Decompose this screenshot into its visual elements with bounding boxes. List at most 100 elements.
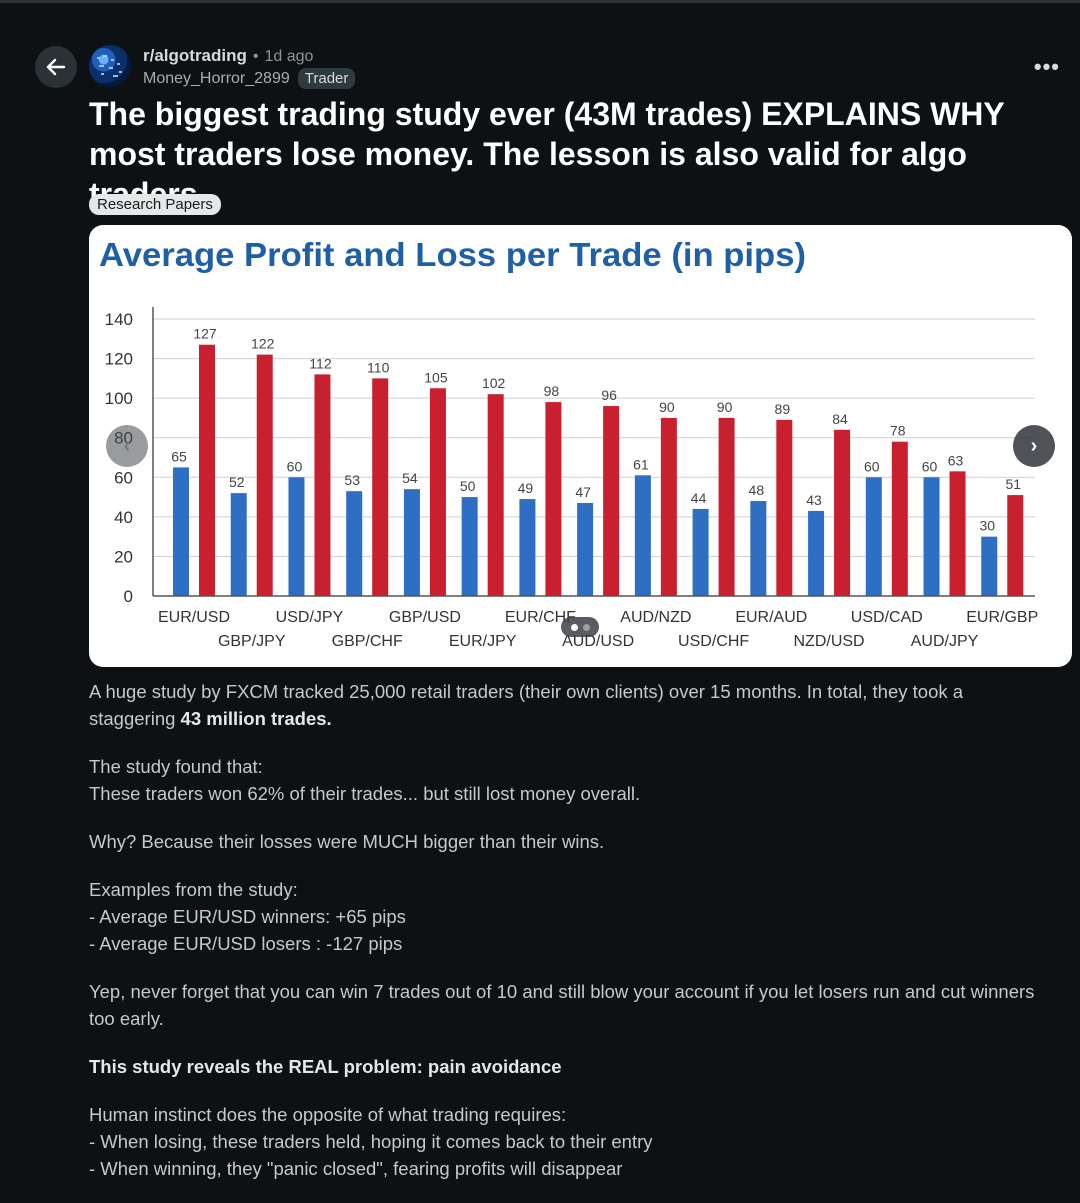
carousel-prev-button[interactable]: ‹ [106, 425, 148, 467]
carousel-page-indicator[interactable] [561, 617, 599, 637]
x-tick-label: EUR/JPY [449, 633, 517, 650]
bar-label-losses: 51 [1005, 476, 1021, 492]
body-paragraph: Examples from the study: - Average EUR/US… [89, 876, 1049, 957]
bar-label-losses: 112 [309, 355, 332, 371]
x-tick-label: AUD/JPY [911, 633, 979, 650]
bar-label-losses: 90 [659, 399, 675, 415]
more-options-icon[interactable]: ••• [1033, 54, 1060, 79]
bar-label-wins: 44 [691, 490, 707, 506]
bar-losses [256, 354, 273, 596]
bar-label-losses: 105 [424, 369, 448, 385]
bar-label-losses: 84 [832, 411, 848, 427]
x-tick-label: EUR/USD [158, 609, 230, 626]
bar-wins [808, 510, 825, 596]
bar-wins [519, 499, 536, 596]
top-border [0, 0, 1080, 3]
post-body: A huge study by FXCM tracked 25,000 reta… [89, 678, 1049, 1203]
chevron-left-icon: ‹ [123, 434, 131, 457]
post-time: 1d ago [264, 48, 314, 65]
bar-losses [718, 417, 735, 596]
bar-losses [834, 429, 851, 596]
bar-label-wins: 47 [575, 484, 591, 500]
x-tick-label: EUR/CHF [505, 609, 576, 626]
x-tick-label: GBP/JPY [218, 633, 286, 650]
bar-label-losses: 63 [948, 452, 964, 468]
body-text: The study found that: [89, 756, 263, 777]
page-dot [582, 623, 590, 631]
bar-wins [981, 536, 998, 596]
post-title: The biggest trading study ever (43M trad… [89, 96, 1005, 212]
x-tick-label: USD/CHF [678, 633, 749, 650]
post-meta: r/algotrading • 1d ago [143, 46, 313, 66]
x-tick-label: EUR/AUD [735, 609, 807, 626]
bar-label-losses: 110 [367, 359, 390, 375]
body-text: - Average EUR/USD winners: +65 pips [89, 906, 406, 927]
y-tick-label: 60 [114, 468, 133, 487]
post-flair[interactable]: Research Papers [89, 194, 221, 215]
body-text: Why? Because their losses were MUCH bigg… [89, 831, 605, 852]
bar-wins [288, 477, 305, 596]
back-button[interactable] [35, 46, 77, 88]
body-paragraph: Yep, never forget that you can win 7 tra… [89, 978, 1049, 1032]
bar-label-wins: 53 [344, 472, 360, 488]
bar-wins [750, 501, 767, 596]
subreddit-avatar[interactable] [89, 45, 131, 87]
body-text: These traders won 62% of their trades...… [89, 783, 641, 804]
bar-wins [230, 493, 247, 596]
x-tick-label: AUD/USD [562, 633, 634, 650]
author-name[interactable]: Money_Horror_2899 [143, 69, 290, 87]
bar-label-wins: 43 [806, 492, 822, 508]
carousel-next-button[interactable]: › [1013, 425, 1055, 467]
bar-losses [1007, 495, 1024, 596]
bar-label-wins: 48 [749, 482, 765, 498]
bar-label-wins: 54 [402, 470, 418, 486]
y-tick-label: 0 [124, 587, 133, 606]
body-text: Human instinct does the opposite of what… [89, 1104, 567, 1125]
bar-label-losses: 78 [890, 423, 906, 439]
bar-wins [692, 508, 709, 596]
body-text: Yep, never forget that you can win 7 tra… [89, 981, 1035, 1029]
bar-label-wins: 30 [979, 518, 995, 534]
y-tick-label: 140 [105, 310, 133, 329]
bar-losses [891, 441, 908, 596]
bar-losses [199, 344, 215, 596]
bar-wins [577, 503, 594, 596]
x-tick-label: USD/JPY [276, 609, 344, 626]
bar-losses [949, 471, 966, 596]
body-text: - Average EUR/USD losers : -127 pips [89, 933, 403, 954]
bar-label-losses: 96 [601, 387, 617, 403]
author-line: Money_Horror_2899 Trader [143, 68, 356, 89]
subreddit-name[interactable]: r/algotrading [143, 46, 247, 65]
bar-wins [461, 497, 478, 596]
bar-wins [173, 467, 189, 596]
body-paragraph: A huge study by FXCM tracked 25,000 reta… [89, 678, 1049, 732]
bar-losses [776, 419, 793, 596]
bar-chart: Average Profit and Loss per Trade (in pi… [99, 236, 1038, 650]
chevron-right-icon: › [1030, 434, 1038, 457]
body-text: Examples from the study: [89, 879, 298, 900]
y-tick-label: 120 [105, 350, 133, 369]
bar-label-wins: 60 [922, 458, 938, 474]
body-bold-text: 43 million trades. [180, 708, 332, 729]
body-paragraph: Why? Because their losses were MUCH bigg… [89, 828, 1049, 855]
bar-wins [865, 477, 882, 596]
subreddit-avatar-image [97, 55, 122, 77]
bar-label-wins: 50 [460, 478, 476, 494]
bar-label-wins: 60 [287, 458, 303, 474]
body-text: - When winning, they "panic closed", fea… [89, 1158, 623, 1179]
bar-label-wins: 60 [864, 458, 880, 474]
body-text: - When losing, these traders held, hopin… [89, 1131, 653, 1152]
x-tick-label: GBP/CHF [332, 633, 403, 650]
bar-losses [487, 394, 504, 596]
bar-label-wins: 61 [633, 456, 649, 472]
x-tick-label: EUR/GBP [966, 609, 1038, 626]
x-tick-label: NZD/USD [794, 633, 865, 650]
bar-label-losses: 127 [193, 326, 217, 342]
y-tick-label: 20 [114, 547, 133, 566]
bar-label-losses: 98 [544, 383, 560, 399]
bar-losses [372, 378, 389, 596]
arrow-left-icon [46, 58, 66, 76]
bar-label-losses: 122 [251, 336, 275, 352]
post-image[interactable]: Average Profit and Loss per Trade (in pi… [89, 225, 1072, 667]
x-tick-label: USD/CAD [851, 609, 923, 626]
